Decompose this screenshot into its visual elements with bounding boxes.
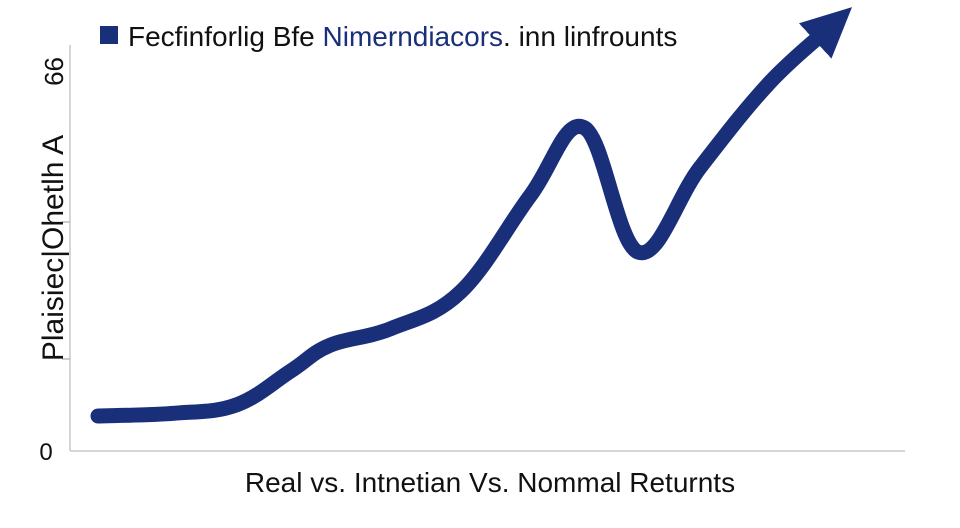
- y-axis-label: Plaisiec|Ohetlh A: [37, 135, 70, 361]
- title-part-3: . inn linfrounts: [503, 21, 677, 52]
- y-tick-label-zero: 0: [39, 439, 52, 466]
- title-part-1: Fecfinforlig Bfe: [128, 21, 323, 52]
- x-axis-label: Real vs. Intnetian Vs. Nommal Returnts: [245, 467, 735, 498]
- title-part-2: Nimerndiacors: [323, 21, 504, 52]
- series-line-1: [90, 7, 853, 424]
- legend-marker: [100, 26, 118, 44]
- series-layer: [90, 7, 853, 424]
- chart-title: Fecfinforlig Bfe Nimerndiacors. inn linf…: [128, 21, 677, 52]
- y-tick-label-top: 66: [39, 57, 69, 86]
